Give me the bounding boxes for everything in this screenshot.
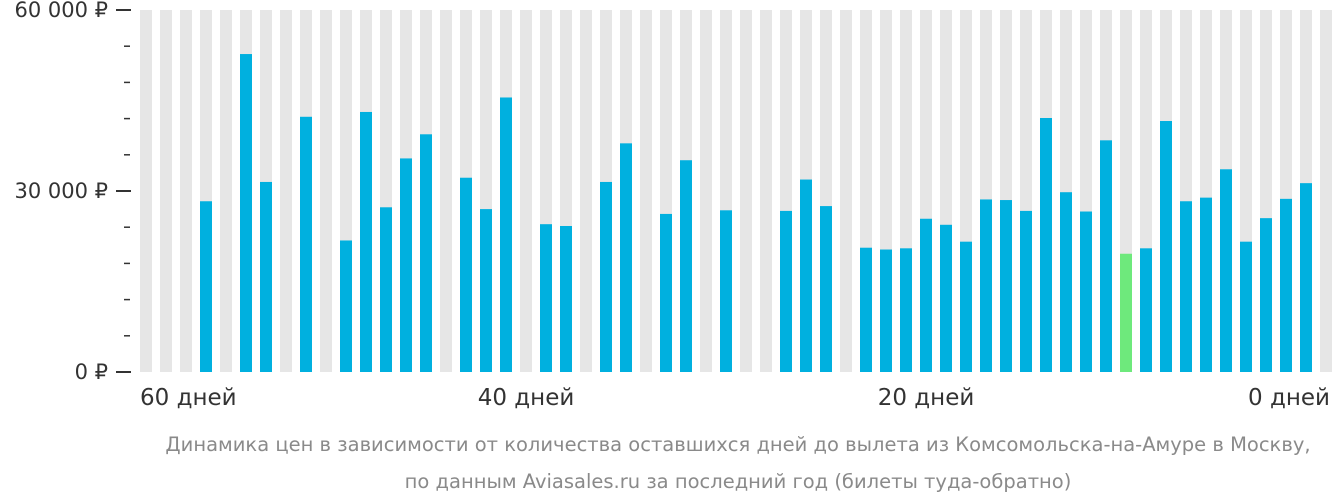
background-column xyxy=(640,10,652,372)
price-bar xyxy=(1300,183,1312,372)
background-column xyxy=(160,10,172,372)
y-tick-label: 30 000 ₽ xyxy=(14,179,108,203)
background-column xyxy=(760,10,772,372)
background-column xyxy=(220,10,232,372)
price-bar xyxy=(680,160,692,372)
y-tick-label: 0 ₽ xyxy=(75,360,108,384)
price-bar xyxy=(1100,140,1112,372)
price-bars xyxy=(200,54,1312,373)
price-bar xyxy=(1200,197,1212,372)
price-bar xyxy=(260,181,272,372)
background-column xyxy=(1320,10,1332,372)
background-column xyxy=(520,10,532,372)
price-bar xyxy=(200,201,212,372)
price-bar xyxy=(940,224,952,372)
price-bar xyxy=(1280,198,1292,372)
price-bar xyxy=(960,241,972,372)
price-bar-highlighted xyxy=(1120,253,1132,372)
chart-caption-line-2: по данным Aviasales.ru за последний год … xyxy=(405,470,1072,493)
price-bar xyxy=(340,240,352,372)
price-bar xyxy=(880,249,892,372)
x-axis: 60 дней 40 дней 20 дней 0 дней xyxy=(140,385,1330,411)
price-bar xyxy=(1140,248,1152,372)
price-bar xyxy=(600,181,612,372)
price-bar xyxy=(240,54,252,372)
background-column xyxy=(700,10,712,372)
price-bar xyxy=(420,134,432,372)
price-bar xyxy=(1160,121,1172,372)
price-bar xyxy=(380,207,392,372)
background-column xyxy=(140,10,152,372)
price-bar xyxy=(860,247,872,372)
x-tick-label: 60 дней xyxy=(140,385,237,411)
price-bar xyxy=(1220,169,1232,372)
price-bar xyxy=(360,111,372,373)
price-bar xyxy=(460,177,472,372)
price-bar xyxy=(620,143,632,372)
background-column xyxy=(740,10,752,372)
price-bar xyxy=(900,248,912,372)
price-bar xyxy=(800,179,812,372)
background-column xyxy=(180,10,192,372)
background-column xyxy=(840,10,852,372)
x-tick-label: 0 дней xyxy=(1248,385,1330,411)
price-bar xyxy=(720,210,732,372)
price-bar xyxy=(820,206,832,372)
x-tick-label: 40 дней xyxy=(478,385,575,411)
price-bar xyxy=(1180,201,1192,372)
price-bar xyxy=(1060,192,1072,372)
price-bar xyxy=(1000,200,1012,372)
price-bar xyxy=(1040,117,1052,372)
price-bar xyxy=(1240,241,1252,372)
y-tick-label: 60 000 ₽ xyxy=(14,0,108,22)
price-bar xyxy=(400,158,412,372)
price-bar xyxy=(780,210,792,372)
price-bar xyxy=(500,97,512,372)
background-column xyxy=(320,10,332,372)
price-bar xyxy=(560,225,572,372)
price-bar xyxy=(1260,218,1272,372)
price-bar xyxy=(980,199,992,372)
price-bar xyxy=(1080,211,1092,372)
background-column xyxy=(440,10,452,372)
price-bar xyxy=(660,213,672,372)
price-bar xyxy=(920,218,932,372)
background-column xyxy=(280,10,292,372)
price-bar xyxy=(300,116,312,372)
price-bar xyxy=(480,209,492,372)
background-columns xyxy=(140,10,1332,372)
background-column xyxy=(580,10,592,372)
x-tick-label: 20 дней xyxy=(878,385,975,411)
price-bar xyxy=(1020,210,1032,372)
y-axis: 60 000 ₽ 30 000 ₽ 0 ₽ xyxy=(14,0,131,384)
price-bar xyxy=(540,224,552,372)
chart-caption-line-1: Динамика цен в зависимости от количества… xyxy=(165,433,1310,456)
